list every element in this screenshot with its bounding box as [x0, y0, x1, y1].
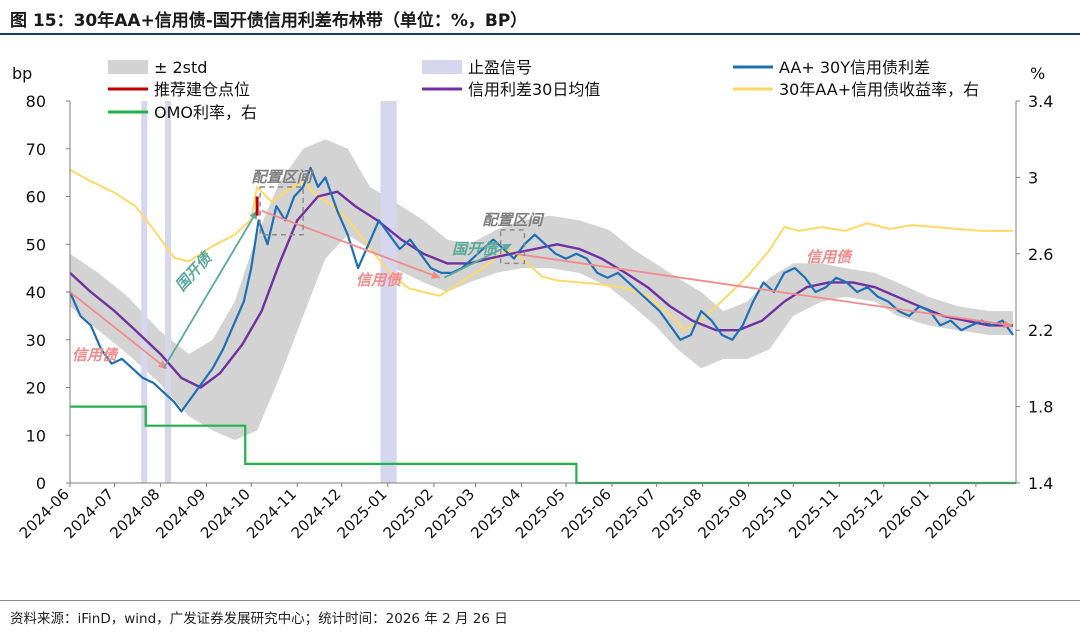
- spread-line: [68, 166, 1014, 413]
- signal-layer: [141, 101, 397, 483]
- right-tick-label: 1.4: [1028, 474, 1053, 493]
- credit-bond-label: 信用债: [356, 271, 403, 289]
- x-tick-label: 2024-07: [60, 485, 117, 542]
- credit-bond-label: 信用债: [806, 248, 853, 266]
- legend-label-recommend: 推荐建仓点位: [154, 80, 250, 99]
- downtrend-arrow: [261, 209, 441, 279]
- source-note: 资料来源：iFinD，wind，广发证券发展研究中心；统计时间：2026 年 2…: [10, 611, 508, 627]
- bollinger-band-layer: [70, 139, 1013, 440]
- take-profit-signal-bar: [380, 101, 397, 483]
- right-tick-label: 1.8: [1028, 398, 1053, 417]
- left-tick-label: 50: [26, 235, 46, 254]
- left-tick-label: 70: [26, 140, 46, 159]
- x-tick-label: 2024-12: [288, 485, 345, 542]
- right-tick-label: 2.2: [1028, 321, 1053, 340]
- left-tick-label: 10: [26, 426, 46, 445]
- x-tick-label: 2025-07: [602, 485, 659, 542]
- omo-rate-line: [70, 405, 1016, 485]
- title-bar: 图 15：30年AA+信用债-国开债信用利差布林带（单位：%，BP）: [0, 0, 1080, 35]
- uptrend-arrow: [162, 209, 258, 369]
- credit-bond-label: 信用债: [72, 346, 119, 364]
- take-profit-signal-bar: [165, 101, 171, 483]
- take-profit-signal-bar: [141, 101, 148, 483]
- right-tick-label: 2.6: [1028, 245, 1053, 264]
- right-tick-label: 3: [1028, 168, 1038, 187]
- right-axis-unit: %: [1030, 64, 1045, 83]
- ma30-line: [69, 190, 1013, 389]
- legend-label-signal: 止盈信号: [468, 58, 532, 77]
- x-tick-label: 2024-08: [106, 485, 163, 542]
- left-tick-label: 0: [36, 474, 46, 493]
- downtrend-arrow: [69, 291, 168, 370]
- allocation-zone-box: [259, 186, 304, 236]
- legend-label-spread: AA+ 30Y信用债利差: [779, 58, 930, 77]
- chart-container: 配置区间 配置区间 信用债 国开债 信用债 国开债 信用债 0 10 20 30 40 50 60 70 8…: [0, 40, 1080, 595]
- yield-layer: [69, 168, 1013, 332]
- x-tick-label: 2026-01: [876, 485, 933, 542]
- title-rule: [0, 33, 1080, 35]
- x-tick-label: 2025-08: [648, 485, 705, 542]
- ma30-layer: [69, 190, 1013, 389]
- x-tick-label: 2026-02: [922, 485, 979, 542]
- cdb-label: 国开债: [452, 240, 499, 258]
- bollinger-band-area: [70, 139, 1013, 440]
- chart-title: 图 15：30年AA+信用债-国开债信用利差布林带（单位：%，BP）: [10, 11, 528, 31]
- source-rule: [0, 600, 1080, 601]
- legend-label-ma30: 信用利差30日均值: [468, 80, 600, 99]
- x-tick-label: 2025-05: [512, 485, 569, 542]
- legend-label-band: ± 2std: [154, 58, 207, 77]
- left-tick-label: 30: [26, 331, 46, 350]
- yield-line: [69, 168, 1013, 332]
- allocation-zone-label: 配置区间: [252, 168, 315, 186]
- allocation-zone-label: 配置区间: [483, 211, 546, 229]
- allocation-zone-box: [499, 229, 526, 265]
- legend-label-omo: OMO利率，右: [154, 103, 257, 122]
- legend-swatch-signal: [422, 60, 462, 74]
- spread-layer: [68, 166, 1014, 413]
- downtrend-arrow: [515, 252, 1013, 329]
- left-tick-label: 20: [26, 379, 46, 398]
- right-tick-label: 3.4: [1028, 92, 1053, 111]
- x-tick-label: 2025-10: [739, 485, 796, 542]
- left-tick-label: 80: [26, 92, 46, 111]
- left-tick-label: 40: [26, 283, 46, 302]
- x-tick-label: 2024-10: [197, 485, 254, 542]
- left-tick-label: 60: [26, 188, 46, 207]
- left-axis-unit: bp: [12, 64, 32, 83]
- cdb-label: 国开债: [172, 248, 217, 295]
- legend-label-yield: 30年AA+信用债收益率，右: [779, 80, 979, 99]
- x-tick-label: 2025-01: [334, 485, 391, 542]
- omo-layer: [70, 405, 1016, 485]
- x-tick-label: 2025-12: [830, 485, 887, 542]
- legend-swatch-band: [108, 60, 148, 74]
